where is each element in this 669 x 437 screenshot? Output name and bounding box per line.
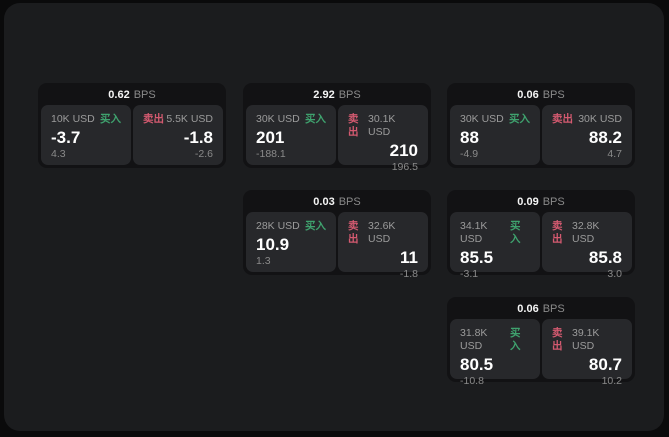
buy-tile[interactable]: 28K USD 买入 10.9 1.3 xyxy=(246,212,336,272)
sell-tile[interactable]: 卖出 5.5K USD -1.8 -2.6 xyxy=(133,105,223,165)
quote-card: 0.06 BPS 30K USD 买入 88 -4.9 卖出 30K USD 8… xyxy=(447,83,635,168)
bps-unit: BPS xyxy=(133,89,156,101)
sell-tile[interactable]: 卖出 30.1K USD 210 196.5 xyxy=(338,105,428,173)
quote-card: 0.03 BPS 28K USD 买入 10.9 1.3 卖出 32.6K US… xyxy=(243,190,431,280)
bps-unit: BPS xyxy=(338,196,361,208)
sell-size: 39.1K USD xyxy=(571,327,600,352)
buy-label: 买入 xyxy=(510,327,521,352)
sell-label: 卖出 xyxy=(552,220,563,245)
buy-delta: -4.9 xyxy=(460,147,479,160)
buy-price: 85.5 xyxy=(460,248,494,267)
bps-unit: BPS xyxy=(338,89,361,101)
sell-price: 85.8 xyxy=(588,248,622,267)
buy-tile[interactable]: 30K USD 买入 88 -4.9 xyxy=(450,105,540,165)
buy-size: 30K USD xyxy=(256,113,300,125)
sell-delta: -2.6 xyxy=(194,147,213,160)
buy-label: 买入 xyxy=(100,113,121,125)
sell-price: 88.2 xyxy=(588,128,622,147)
sell-tile[interactable]: 卖出 32.6K USD 11 -1.8 xyxy=(338,212,428,280)
sell-label: 卖出 xyxy=(348,113,359,138)
sell-price: 80.7 xyxy=(588,355,622,374)
buy-price: 88 xyxy=(460,128,479,147)
buy-size: 10K USD xyxy=(51,113,95,125)
buy-label: 买入 xyxy=(305,220,326,232)
sell-tile[interactable]: 卖出 30K USD 88.2 4.7 xyxy=(542,105,632,165)
sell-size: 30K USD xyxy=(578,113,622,125)
sell-delta: 10.2 xyxy=(601,374,622,387)
buy-label: 买入 xyxy=(510,220,521,245)
bps-unit: BPS xyxy=(542,196,565,208)
bps-header: 0.06 BPS xyxy=(450,86,632,105)
buy-size: 28K USD xyxy=(256,220,300,232)
sell-delta: 3.0 xyxy=(607,267,622,280)
buy-delta: -188.1 xyxy=(256,147,286,160)
quote-card: 0.06 BPS 31.8K USD 买入 80.5 -10.8 卖出 39.1… xyxy=(447,297,635,387)
sell-size: 32.8K USD xyxy=(571,220,600,245)
bps-value: 0.09 xyxy=(517,196,539,208)
buy-delta: 1.3 xyxy=(256,254,271,267)
bps-header: 0.62 BPS xyxy=(41,86,223,105)
buy-size: 31.8K USD xyxy=(460,327,488,352)
sell-tile[interactable]: 卖出 32.8K USD 85.8 3.0 xyxy=(542,212,632,280)
bps-value: 2.92 xyxy=(313,89,335,101)
sell-delta: 4.7 xyxy=(607,147,622,160)
sell-price: -1.8 xyxy=(183,128,213,147)
bps-header: 0.06 BPS xyxy=(450,300,632,319)
sell-delta: 196.5 xyxy=(391,160,418,173)
buy-tile[interactable]: 30K USD 买入 201 -188.1 xyxy=(246,105,336,165)
bps-header: 0.09 BPS xyxy=(450,193,632,212)
bps-value: 0.06 xyxy=(517,303,539,315)
sell-tile[interactable]: 卖出 39.1K USD 80.7 10.2 xyxy=(542,319,632,387)
quote-card: 0.62 BPS 10K USD 买入 -3.7 4.3 卖出 5.5K USD… xyxy=(38,83,226,168)
sell-delta: -1.8 xyxy=(399,267,418,280)
sell-label: 卖出 xyxy=(552,113,573,125)
buy-size: 34.1K USD xyxy=(460,220,488,245)
buy-delta: -10.8 xyxy=(460,374,484,387)
sell-size: 32.6K USD xyxy=(367,220,396,245)
buy-price: -3.7 xyxy=(51,128,81,147)
buy-price: 201 xyxy=(256,128,285,147)
bps-value: 0.62 xyxy=(108,89,130,101)
sell-price: 11 xyxy=(400,248,418,267)
quote-card: 0.09 BPS 34.1K USD 买入 85.5 -3.1 卖出 32.8K… xyxy=(447,190,635,280)
bps-value: 0.03 xyxy=(313,196,335,208)
bps-unit: BPS xyxy=(542,89,565,101)
sell-size: 5.5K USD xyxy=(166,113,213,125)
bps-value: 0.06 xyxy=(517,89,539,101)
buy-tile[interactable]: 31.8K USD 买入 80.5 -10.8 xyxy=(450,319,540,387)
bps-header: 0.03 BPS xyxy=(246,193,428,212)
sell-label: 卖出 xyxy=(143,113,164,125)
buy-label: 买入 xyxy=(305,113,326,125)
buy-tile[interactable]: 34.1K USD 买入 85.5 -3.1 xyxy=(450,212,540,280)
bps-header: 2.92 BPS xyxy=(246,86,428,105)
sell-price: 210 xyxy=(389,141,418,160)
buy-tile[interactable]: 10K USD 买入 -3.7 4.3 xyxy=(41,105,131,165)
buy-price: 10.9 xyxy=(256,235,290,254)
sell-size: 30.1K USD xyxy=(367,113,396,138)
buy-delta: -3.1 xyxy=(460,267,479,280)
buy-size: 30K USD xyxy=(460,113,504,125)
bps-unit: BPS xyxy=(542,303,565,315)
quote-card: 2.92 BPS 30K USD 买入 201 -188.1 卖出 30.1K … xyxy=(243,83,431,173)
sell-label: 卖出 xyxy=(552,327,563,352)
buy-label: 买入 xyxy=(509,113,530,125)
sell-label: 卖出 xyxy=(348,220,359,245)
buy-delta: 4.3 xyxy=(51,147,66,160)
buy-price: 80.5 xyxy=(460,355,494,374)
